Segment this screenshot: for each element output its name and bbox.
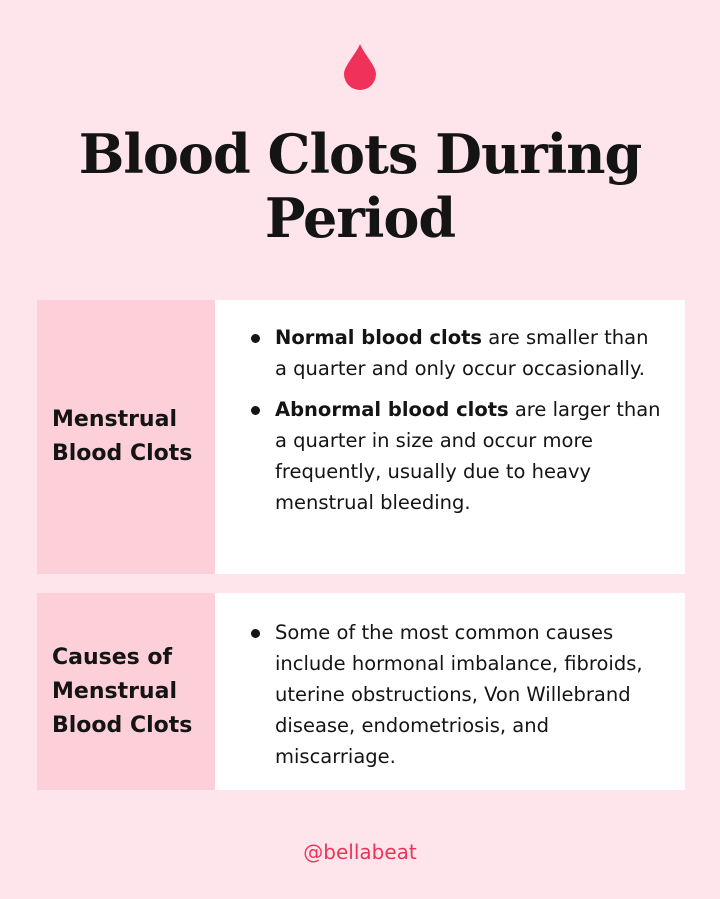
section-menstrual-blood-clots: Menstrual Blood Clots Normal blood clots… (37, 300, 685, 574)
section-body: Some of the most common causes include h… (215, 593, 685, 790)
section-label: Menstrual Blood Clots (37, 300, 215, 574)
bullet-icon (251, 334, 260, 343)
blood-drop-icon (344, 44, 376, 90)
section-body: Normal blood clots are smaller than a qu… (215, 300, 685, 574)
page-title: Blood Clots During Period (0, 122, 720, 250)
item-text: are smaller than a quarter and only occu… (275, 326, 649, 380)
list-item: Abnormal blood clots are larger than a q… (251, 394, 665, 518)
section-label: Causes of Menstrual Blood Clots (37, 593, 215, 790)
title-line-2: Period (264, 186, 456, 250)
item-bold: Abnormal blood clots (275, 398, 509, 421)
list-item: Normal blood clots are smaller than a qu… (251, 322, 665, 384)
item-text: Some of the most common causes include h… (275, 621, 643, 768)
item-text: are larger than a quarter in size and oc… (275, 398, 661, 514)
list-item: Some of the most common causes include h… (251, 617, 665, 772)
title-line-1: Blood Clots During (78, 122, 642, 186)
bullet-icon (251, 629, 260, 638)
social-handle: @bellabeat (303, 840, 417, 864)
section-causes: Causes of Menstrual Blood Clots Some of … (37, 593, 685, 790)
bullet-icon (251, 406, 260, 415)
item-bold: Normal blood clots (275, 326, 483, 349)
